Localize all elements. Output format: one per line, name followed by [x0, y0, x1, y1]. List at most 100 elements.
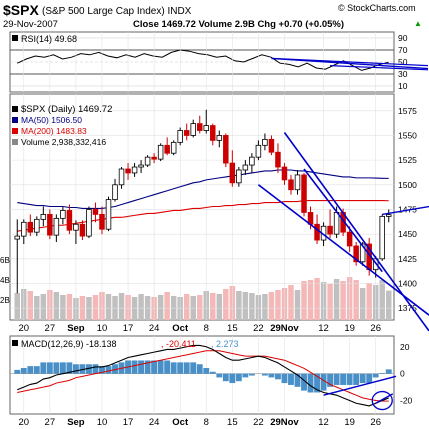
- macd-histogram-bar: [27, 366, 34, 374]
- date-tick-label: 8: [204, 323, 209, 334]
- date-tick-label: 29Nov: [270, 323, 299, 334]
- candle-body: [385, 214, 392, 217]
- candle-body: [275, 151, 281, 168]
- ticker-symbol: $SPX: [3, 2, 39, 18]
- candle-body: [118, 168, 125, 186]
- price-tick-label: 1450: [398, 229, 417, 239]
- price-tick-label: 1575: [398, 106, 417, 116]
- ma50-line: [17, 169, 389, 210]
- candle-body: [196, 123, 203, 131]
- date-tick-label: 10: [97, 323, 108, 334]
- macd-histogram-bar: [281, 373, 288, 384]
- macd-trendline: [323, 375, 397, 396]
- date-tick-label: 22: [253, 417, 264, 428]
- macd-histogram-bar: [203, 368, 210, 374]
- rsi-tick-label: 70: [398, 45, 408, 55]
- volume-bar: [66, 294, 73, 320]
- rsi-legend-swatch: [12, 35, 18, 41]
- candle-body: [27, 221, 34, 233]
- volume-bar: [275, 290, 281, 320]
- rsi-tick-label: 10: [398, 81, 408, 91]
- trendline-inner: [303, 168, 383, 273]
- volume-bar: [314, 278, 320, 320]
- price-legend-swatch: [12, 139, 18, 145]
- trendline-lower: [257, 184, 429, 316]
- volume-bar: [379, 280, 385, 320]
- annotations: [257, 57, 429, 411]
- volume-bar: [86, 297, 92, 320]
- macd-circle: [371, 390, 393, 411]
- candle-body: [314, 223, 320, 241]
- candle-body: [346, 231, 353, 247]
- price-tick-label: 1400: [398, 278, 417, 288]
- date-tick-label: 12: [318, 417, 329, 428]
- macd-histogram-bar: [59, 362, 66, 374]
- candle-body: [223, 135, 229, 164]
- macd-histogram-bar: [112, 364, 118, 374]
- price-plot: [10, 32, 394, 414]
- date-tick-label: 10: [97, 417, 108, 428]
- date-tick-label: 15: [227, 323, 238, 334]
- macd-histogram-bar: [86, 364, 92, 374]
- candle-body: [210, 125, 216, 141]
- price-legend-swatch: [12, 106, 18, 112]
- candle-body: [262, 138, 268, 146]
- date-tick-label: Sep: [67, 323, 85, 334]
- macd-histogram-bar: [46, 362, 53, 374]
- candle-body: [353, 245, 359, 263]
- macd-histogram-bar: [53, 362, 60, 374]
- volume-bar: [40, 294, 47, 320]
- date-tick-label: 24: [149, 417, 160, 428]
- candle-body: [157, 144, 164, 160]
- macd-histogram-bar: [190, 362, 197, 374]
- macd-tick-label: -20: [400, 396, 413, 406]
- candle-body: [301, 174, 307, 213]
- macd-histogram-bar: [346, 373, 353, 385]
- price-legend-swatch: [12, 117, 18, 123]
- price-legend-swatch: [12, 128, 18, 134]
- date-tick-label: 17: [123, 323, 134, 334]
- rsi-tick-label: 90: [398, 33, 408, 43]
- macd-plot: [10, 344, 394, 407]
- macd-histogram-bar: [157, 360, 164, 374]
- price-legend: $SPX (Daily) 1469.72: [21, 104, 112, 115]
- volume-tick-label: 6B: [0, 256, 10, 265]
- macd-histogram-bar: [33, 366, 40, 374]
- volume-bar: [157, 295, 164, 320]
- rsi-tick-label: 30: [398, 69, 408, 79]
- candle-body: [151, 156, 157, 160]
- volume-bar: [340, 281, 346, 320]
- macd-hist-legend: , 2.273: [211, 339, 239, 349]
- macd-histogram-bar: [20, 368, 27, 374]
- date-tick-label: Oct: [172, 417, 189, 428]
- candle-body: [164, 144, 170, 154]
- macd-histogram-bar: [235, 373, 242, 382]
- candle-body: [60, 210, 66, 219]
- candle-body: [53, 217, 60, 236]
- macd-histogram-bar: [307, 373, 314, 393]
- macd-histogram-bar: [177, 362, 184, 374]
- candle-body: [47, 214, 53, 236]
- candle-body: [105, 199, 112, 230]
- volume-bar: [301, 281, 307, 320]
- volume-bar: [164, 292, 170, 320]
- trendline-breakout: [382, 205, 429, 216]
- date-tick-label: 24: [149, 323, 160, 334]
- price-tick-label: 1525: [398, 155, 417, 165]
- macd-histogram-bar: [183, 362, 190, 374]
- date-tick-label: 19: [344, 417, 355, 428]
- macd-histogram-bar: [268, 373, 275, 378]
- macd-histogram-bar: [379, 373, 386, 374]
- volume-bar: [268, 292, 275, 320]
- date-tick-label: 27: [45, 323, 56, 334]
- macd-histogram-bar: [170, 362, 177, 374]
- date-tick-label: 20: [18, 323, 29, 334]
- date-tick-label: 22: [253, 323, 264, 334]
- volume-bar: [242, 292, 249, 320]
- quote-up-arrow: ▲: [414, 19, 422, 28]
- quote-line: Close 1469.72 Volume 2.9B Chg +0.70 (+0.…: [133, 19, 344, 30]
- candle-body: [92, 209, 99, 215]
- volume-bar: [118, 293, 125, 320]
- macd-histogram-bar: [164, 360, 171, 374]
- date-tick-label: Sep: [67, 417, 85, 428]
